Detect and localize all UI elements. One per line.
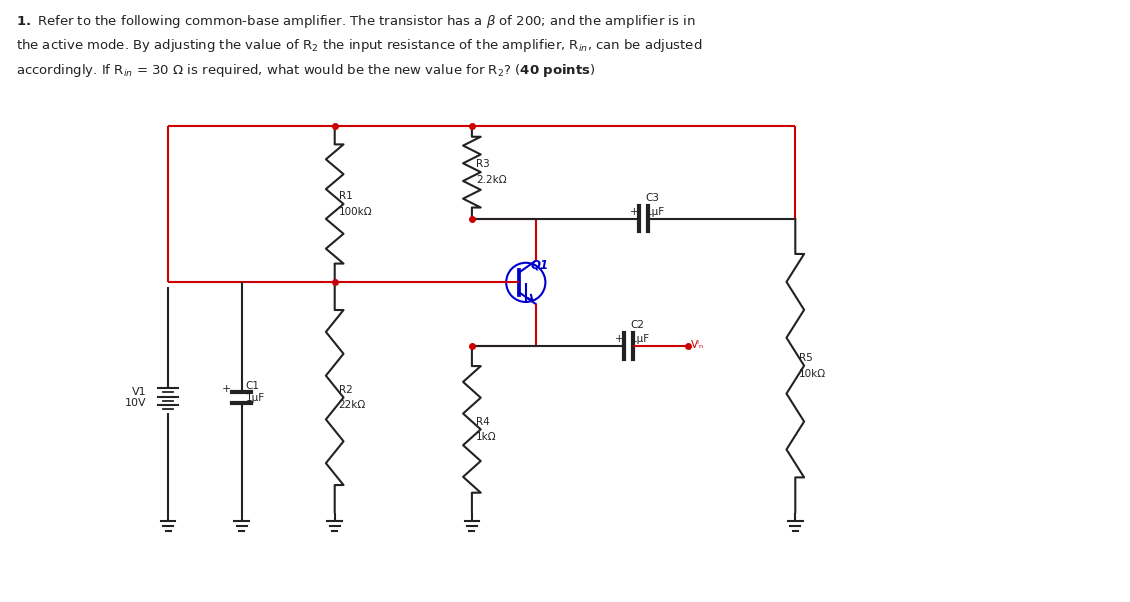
Text: +: +: [223, 383, 232, 394]
Text: 10kΩ: 10kΩ: [799, 368, 826, 379]
Text: 1μF: 1μF: [245, 393, 264, 403]
Text: +: +: [615, 334, 624, 344]
Text: R1: R1: [339, 191, 353, 201]
Text: accordingly. If R$_{in}$ = 30 $\Omega$ is required, what would be the new value : accordingly. If R$_{in}$ = 30 $\Omega$ i…: [16, 62, 596, 79]
Text: 2.2kΩ: 2.2kΩ: [476, 175, 506, 185]
Text: $\mathbf{1.}$ Refer to the following common-base amplifier. The transistor has a: $\mathbf{1.}$ Refer to the following com…: [16, 13, 696, 30]
Text: 1μF: 1μF: [631, 334, 650, 344]
Text: C2: C2: [631, 320, 644, 330]
Text: 1μF: 1μF: [645, 206, 664, 217]
Text: Q1: Q1: [531, 258, 549, 272]
Text: 1kΩ: 1kΩ: [476, 432, 496, 442]
Text: 22kΩ: 22kΩ: [339, 400, 366, 411]
Text: R4: R4: [476, 417, 489, 427]
Text: C1: C1: [245, 381, 260, 391]
Text: R2: R2: [339, 385, 353, 395]
Text: 100kΩ: 100kΩ: [339, 207, 372, 217]
Text: +: +: [629, 207, 638, 217]
Text: Vᴵₙ: Vᴵₙ: [692, 340, 704, 350]
Text: the active mode. By adjusting the value of R$_2$ the input resistance of the amp: the active mode. By adjusting the value …: [16, 37, 703, 54]
Text: R3: R3: [476, 160, 489, 169]
Text: R5: R5: [799, 353, 812, 363]
Text: C3: C3: [645, 193, 660, 203]
Text: V1: V1: [132, 387, 147, 397]
Text: 10V: 10V: [125, 398, 147, 408]
